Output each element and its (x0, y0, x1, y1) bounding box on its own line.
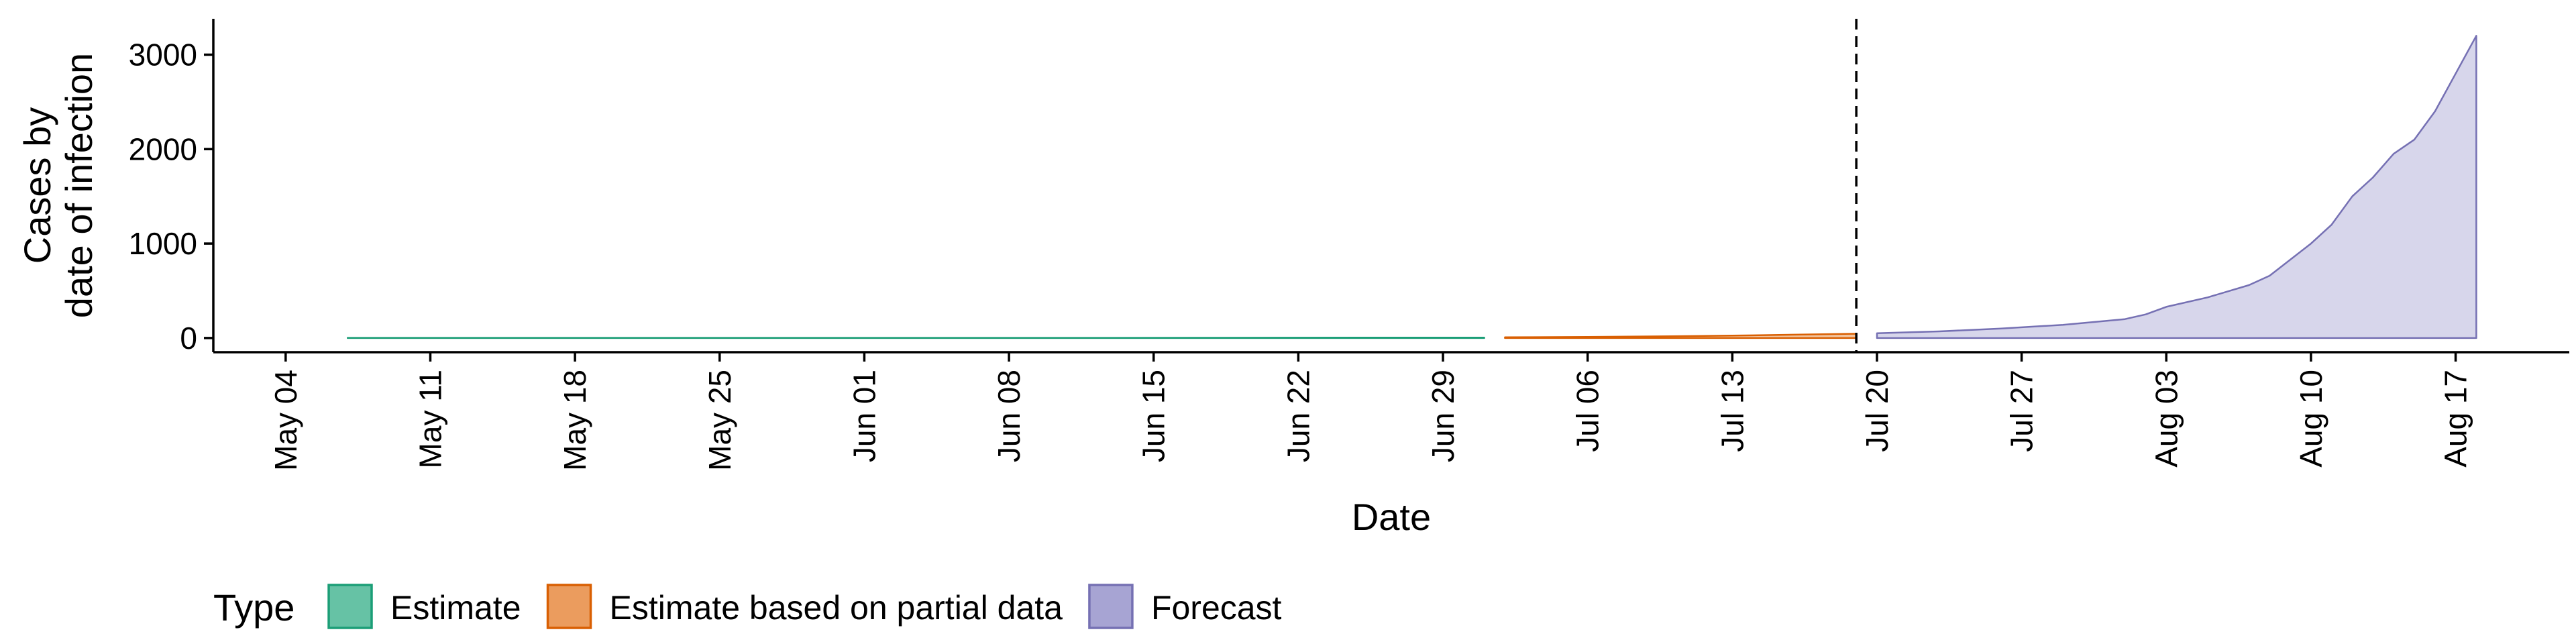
x-tick-label: Jun 15 (1136, 370, 1171, 462)
x-tick-label: May 04 (268, 370, 303, 471)
x-tick-label: Aug 17 (2438, 370, 2473, 468)
x-tick-label: Jun 29 (1426, 370, 1460, 462)
plot-area (346, 19, 2477, 352)
series-area-estimate (346, 336, 1485, 339)
x-tick-label: May 25 (702, 370, 737, 471)
x-tick-label: Aug 10 (2294, 370, 2328, 468)
y-tick-label: 2000 (129, 131, 197, 166)
series-area-forecast (1876, 35, 2477, 339)
x-tick-label: Jul 27 (2004, 370, 2039, 452)
x-tick-label: Jul 20 (1860, 370, 1894, 452)
legend-label-estimate: Estimate (390, 589, 521, 627)
series-area-estimate-based-on-partial-data (1504, 333, 1858, 339)
legend-key-estimate (327, 584, 373, 629)
x-tick-label: May 11 (413, 370, 447, 468)
y-axis-title-line: Cases by (16, 107, 58, 264)
legend-label-forecast: Forecast (1151, 589, 1282, 627)
legend: Type Estimate Estimate based on partial da… (213, 584, 1282, 629)
x-tick-label: Jun 22 (1281, 370, 1316, 462)
x-tick-label: Aug 03 (2149, 370, 2184, 468)
x-tick-label: May 18 (557, 370, 592, 471)
x-tick-label: Jun 08 (991, 370, 1026, 462)
x-tick-label: Jul 13 (1715, 370, 1750, 452)
y-tick-label: 3000 (129, 38, 197, 72)
y-axis-title-line: date of infection (58, 53, 100, 318)
x-axis-title: Date (1352, 496, 1431, 538)
legend-label-estimate-based-on-partial-data: Estimate based on partial data (610, 589, 1063, 627)
legend-title: Type (213, 586, 294, 629)
x-tick-label: Jul 06 (1570, 370, 1605, 452)
y-tick-label: 0 (180, 321, 197, 356)
axes: 0 1000 2000 3000 May 04 May 11 May 18 May 25 Jun… (16, 19, 2569, 538)
legend-key-estimate-based-on-partial-data (546, 584, 592, 629)
legend-key-forecast (1088, 584, 1134, 629)
x-tick-label: Jun 01 (847, 370, 881, 462)
y-tick-label: 1000 (129, 226, 197, 261)
